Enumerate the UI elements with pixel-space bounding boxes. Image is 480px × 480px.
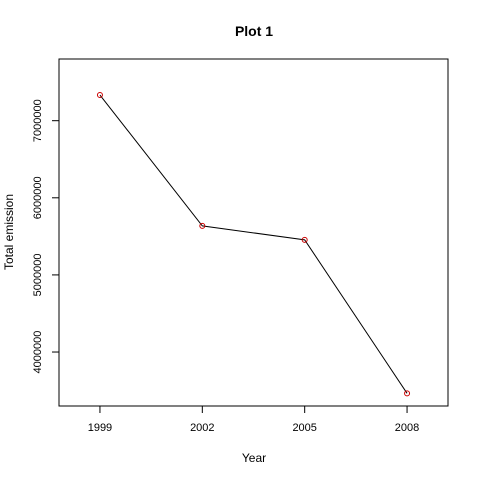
series-layer <box>96 92 411 397</box>
chart-title: Plot 1 <box>235 23 273 39</box>
y-tick-label: 7000000 <box>32 99 44 142</box>
y-axis: 4000000 5000000 6000000 7000000 <box>32 99 60 374</box>
data-point <box>301 236 308 243</box>
x-tick-label: 2002 <box>190 422 214 434</box>
x-tick-label: 2005 <box>292 422 316 434</box>
data-point <box>199 222 206 229</box>
data-point <box>404 390 411 397</box>
data-point <box>96 92 103 99</box>
series-line <box>99 94 408 394</box>
x-axis: 1999 2002 2005 2008 <box>88 405 419 434</box>
y-tick-label: 4000000 <box>32 331 44 374</box>
y-tick-label: 6000000 <box>32 176 44 219</box>
x-tick-label: 1999 <box>88 422 112 434</box>
y-tick-label: 5000000 <box>32 253 44 296</box>
x-tick-label: 2008 <box>395 422 419 434</box>
y-axis-title: Total emission <box>2 194 16 270</box>
x-axis-title: Year <box>242 451 266 465</box>
